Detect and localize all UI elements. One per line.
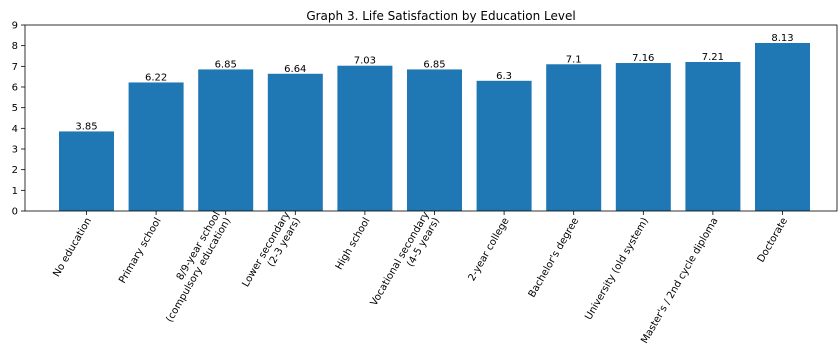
x-tick-label: 8/9-year school(compulsory education) [154,210,233,324]
y-axis: 0 1 2 3 4 5 6 7 8 9 [12,21,25,218]
data-label: 3.85 [75,121,97,132]
data-label: 6.22 [145,72,167,83]
bar [128,82,184,211]
y-tick-label: 6 [12,83,18,94]
x-tick-label: University (old system) [583,216,651,322]
bar [546,64,602,212]
x-tick-label: High school [334,216,373,272]
x-axis: No education Primary school 8/9-year schoo… [51,210,790,346]
x-tick-label: Primary school [117,216,163,285]
plot-frame [24,24,838,212]
y-tick-label: 2 [12,165,18,176]
bar [615,63,671,211]
y-tick-label: 5 [12,103,18,114]
x-tick-label: Lower secondary(2-3 years) [240,210,302,295]
x-tick-label: 2-year college [467,216,512,283]
y-tick-label: 8 [12,41,18,52]
data-label: 7.16 [632,53,654,64]
bar [476,80,532,211]
y-tick-label: 1 [12,186,18,197]
data-label: 6.3 [496,71,512,82]
bar [755,42,810,212]
bar [685,61,741,211]
bars-group [59,42,810,212]
data-label: 7.03 [354,56,376,67]
x-tick-label: Doctorate [756,216,790,265]
data-label: 6.85 [215,59,237,70]
bar [407,69,462,211]
bar [198,69,254,211]
data-label: 6.64 [284,64,306,75]
x-tick-label: Bachelor's degree [527,216,582,300]
y-tick-label: 4 [12,124,18,135]
bar [337,65,393,211]
y-tick-label: 3 [12,145,18,156]
bar [59,131,114,211]
bar [267,73,323,211]
y-tick-label: 0 [12,207,18,218]
chart-title: Graph 3. Life Satisfaction by Education … [306,9,575,23]
data-label: 7.21 [702,52,724,63]
data-label: 7.1 [566,54,582,65]
x-tick-label: Vocational secondary(4-5 years) [369,210,442,314]
y-tick-label: 7 [12,62,18,73]
data-labels-group: 3.85 6.22 6.85 6.64 7.03 6.85 6.3 7.1 7.16 7.21 8.… [75,33,793,132]
data-label: 8.13 [771,33,793,44]
x-tick-label: No education [51,216,94,279]
x-tick-label: Master's / 2nd cycle diploma [639,216,720,346]
data-label: 6.85 [423,59,445,70]
y-tick-label: 9 [12,21,18,32]
